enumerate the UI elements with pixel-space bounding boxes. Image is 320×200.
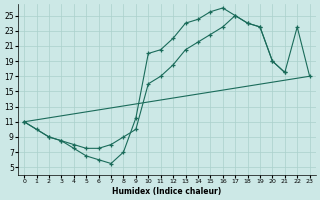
X-axis label: Humidex (Indice chaleur): Humidex (Indice chaleur) bbox=[112, 187, 221, 196]
